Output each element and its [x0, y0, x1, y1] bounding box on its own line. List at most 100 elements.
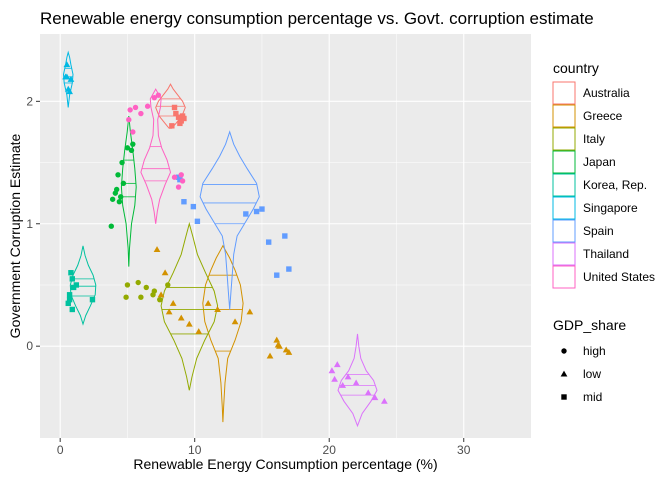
- data-point: [179, 178, 186, 184]
- legend-label: high: [583, 344, 606, 358]
- violin-outline: [155, 83, 186, 129]
- series-thailand: [328, 361, 388, 404]
- data-point: [124, 145, 131, 151]
- data-point: [157, 296, 163, 303]
- data-point: [165, 308, 173, 315]
- data-point: [69, 306, 75, 313]
- series-italy: [123, 279, 171, 303]
- data-point: [89, 296, 96, 303]
- legend-item-thailand: Thailand: [552, 242, 629, 266]
- violin-united-states: [140, 88, 172, 224]
- data-point: [119, 159, 125, 166]
- data-point: [65, 300, 71, 307]
- data-point: [195, 328, 203, 335]
- data-point: [138, 294, 144, 300]
- legend-label: mid: [583, 390, 602, 404]
- legend-key: [552, 242, 576, 266]
- shape-legend-item-mid: mid: [553, 386, 602, 408]
- data-point: [352, 379, 360, 386]
- violin-outline: [337, 333, 378, 428]
- series-korea-rep: [65, 270, 96, 313]
- legend-item-australia: Australia: [552, 81, 630, 105]
- legend-item-spain: Spain: [552, 219, 614, 243]
- data-point: [73, 282, 80, 288]
- violin-outline: [199, 130, 260, 310]
- legend-shape: [561, 348, 567, 354]
- violin-outline: [62, 50, 74, 108]
- data-point: [231, 318, 239, 325]
- legend-key: [552, 265, 576, 289]
- data-point: [127, 107, 133, 113]
- x-tick-label: 0: [57, 443, 64, 457]
- data-point: [371, 394, 379, 401]
- data-point: [273, 336, 281, 343]
- data-point: [113, 186, 120, 193]
- data-point: [157, 291, 165, 298]
- color-legend: Australia Greece Italy Japan Korea, Rep. Sing…: [552, 81, 655, 289]
- data-point: [169, 123, 175, 129]
- violin-outline: [160, 221, 219, 391]
- data-point: [286, 266, 292, 272]
- chart-title: Renewable energy consumption percentage …: [40, 9, 594, 28]
- y-tick-label: 1: [26, 217, 33, 231]
- data-point: [151, 94, 158, 101]
- legend-key: [552, 104, 576, 128]
- data-point: [69, 276, 75, 282]
- shape-legend-item-low: low: [553, 363, 601, 385]
- series-japan: [108, 141, 136, 229]
- shape-legend-item-high: high: [553, 340, 606, 362]
- legend-key: [552, 173, 576, 197]
- data-point: [161, 269, 169, 276]
- data-point: [126, 116, 132, 123]
- legend-key: [552, 81, 576, 105]
- legend-shape: [560, 370, 568, 377]
- legend-key: [552, 127, 576, 151]
- data-point: [259, 206, 265, 212]
- data-point: [175, 114, 182, 120]
- violin-spain: [199, 130, 260, 310]
- data-point: [331, 375, 338, 382]
- data-point: [380, 397, 388, 404]
- x-axis-title: Renewable Energy Consumption percentage …: [133, 456, 437, 472]
- data-point: [63, 73, 71, 80]
- series-united-states: [126, 92, 186, 190]
- legend-item-korea-rep: Korea, Rep.: [552, 173, 647, 197]
- data-point: [116, 199, 123, 205]
- x-axis-ticks: 0 10 20 30: [57, 438, 471, 457]
- data-point: [169, 299, 177, 306]
- shape-legend-title: GDP_share: [553, 317, 626, 333]
- legend-label: Japan: [583, 155, 616, 169]
- data-point: [63, 61, 71, 68]
- y-axis-title: Government Corruption Estimate: [7, 133, 23, 338]
- data-point: [120, 180, 127, 187]
- data-point: [181, 115, 187, 122]
- data-point: [177, 314, 185, 321]
- data-point: [165, 282, 171, 288]
- x-tick-label: 30: [457, 443, 471, 457]
- data-point: [190, 203, 197, 210]
- data-point: [344, 373, 352, 380]
- data-point: [144, 103, 151, 109]
- legend-item-united-states: United States: [552, 265, 655, 289]
- data-point: [253, 208, 260, 215]
- data-point: [177, 120, 183, 127]
- data-point: [265, 239, 272, 245]
- data-point: [124, 282, 131, 288]
- series-greece: [153, 246, 293, 359]
- legend-label: Spain: [583, 224, 614, 238]
- data-point: [181, 199, 187, 205]
- data-point: [68, 270, 74, 276]
- violin-outline: [202, 244, 244, 423]
- legend-item-greece: Greece: [552, 104, 623, 128]
- data-point: [274, 341, 282, 348]
- series-singapore: [62, 61, 75, 95]
- violin-outline: [140, 88, 172, 224]
- data-point: [123, 294, 129, 300]
- data-point: [143, 284, 149, 291]
- legend-key: [552, 150, 576, 174]
- data-point: [128, 147, 135, 154]
- color-legend-title: country: [553, 60, 599, 76]
- legend-item-singapore: Singapore: [552, 196, 638, 220]
- data-point: [328, 367, 336, 374]
- data-point: [153, 246, 161, 252]
